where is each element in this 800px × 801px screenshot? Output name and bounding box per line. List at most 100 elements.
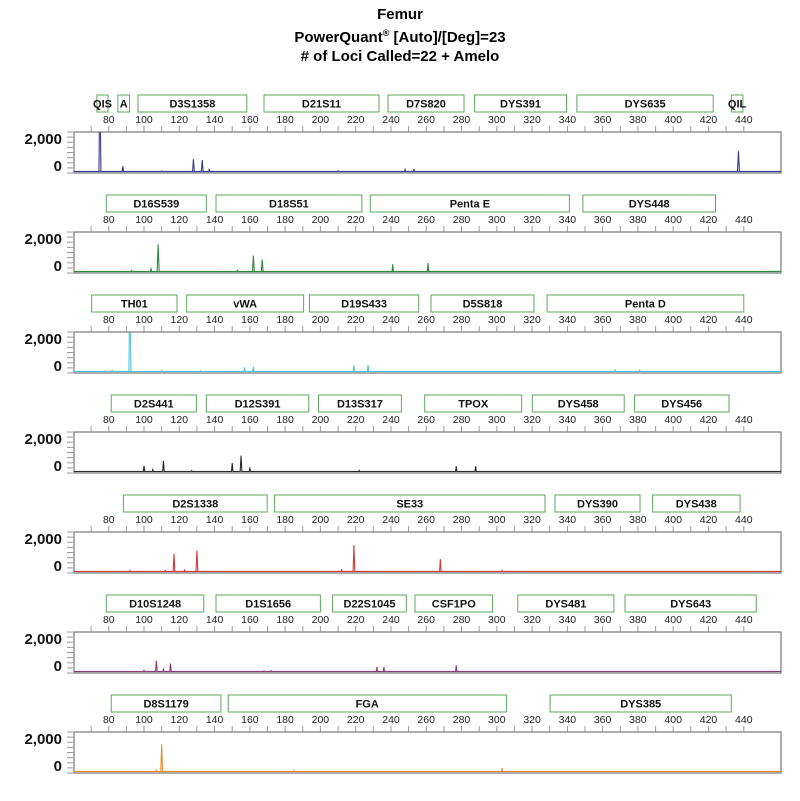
svg-text:100: 100	[135, 614, 153, 626]
svg-text:D2S441: D2S441	[134, 399, 174, 411]
svg-text:140: 140	[206, 214, 224, 226]
svg-text:140: 140	[206, 414, 224, 426]
svg-text:240: 240	[382, 214, 400, 226]
svg-text:200: 200	[312, 414, 330, 426]
svg-text:340: 340	[559, 314, 577, 326]
svg-text:2,000: 2,000	[24, 431, 62, 448]
svg-text:0: 0	[54, 758, 62, 775]
svg-text:240: 240	[382, 114, 400, 126]
svg-text:DYS448: DYS448	[629, 199, 670, 211]
svg-text:100: 100	[135, 114, 153, 126]
svg-text:300: 300	[488, 114, 506, 126]
svg-text:Penta E: Penta E	[450, 199, 490, 211]
svg-text:220: 220	[347, 314, 365, 326]
svg-text:320: 320	[523, 414, 541, 426]
svg-text:vWA: vWA	[233, 299, 257, 311]
svg-text:440: 440	[735, 314, 753, 326]
svg-text:160: 160	[241, 214, 259, 226]
svg-text:200: 200	[312, 514, 330, 526]
svg-text:200: 200	[312, 214, 330, 226]
svg-text:340: 340	[559, 114, 577, 126]
svg-text:320: 320	[523, 114, 541, 126]
svg-text:FGA: FGA	[356, 699, 379, 711]
svg-text:D12S391: D12S391	[235, 399, 281, 411]
svg-text:120: 120	[171, 214, 189, 226]
svg-text:100: 100	[135, 714, 153, 726]
svg-text:220: 220	[347, 414, 365, 426]
svg-text:120: 120	[171, 314, 189, 326]
svg-text:360: 360	[594, 114, 612, 126]
svg-text:180: 180	[276, 514, 294, 526]
svg-text:2,000: 2,000	[24, 331, 62, 348]
svg-text:D2S1338: D2S1338	[172, 499, 218, 511]
svg-text:260: 260	[417, 214, 435, 226]
svg-text:380: 380	[629, 314, 647, 326]
svg-text:100: 100	[135, 314, 153, 326]
svg-text:280: 280	[453, 514, 471, 526]
svg-text:0: 0	[54, 658, 62, 675]
svg-text:D7S820: D7S820	[406, 99, 446, 111]
svg-text:320: 320	[523, 614, 541, 626]
svg-text:180: 180	[276, 714, 294, 726]
svg-text:100: 100	[135, 414, 153, 426]
svg-text:220: 220	[347, 214, 365, 226]
svg-text:320: 320	[523, 314, 541, 326]
svg-text:D21S11: D21S11	[302, 99, 341, 111]
svg-text:260: 260	[417, 114, 435, 126]
svg-text:D5S818: D5S818	[463, 299, 503, 311]
svg-text:180: 180	[276, 614, 294, 626]
svg-text:2,000: 2,000	[24, 131, 62, 148]
svg-text:380: 380	[629, 514, 647, 526]
svg-text:DYS390: DYS390	[577, 499, 618, 511]
svg-text:360: 360	[594, 514, 612, 526]
svg-text:D8S1179: D8S1179	[143, 699, 188, 711]
svg-text:200: 200	[312, 614, 330, 626]
svg-text:180: 180	[276, 114, 294, 126]
svg-text:0: 0	[54, 358, 62, 375]
svg-text:120: 120	[171, 714, 189, 726]
svg-text:2,000: 2,000	[24, 631, 62, 648]
svg-text:340: 340	[559, 714, 577, 726]
svg-text:220: 220	[347, 114, 365, 126]
svg-text:420: 420	[700, 514, 718, 526]
svg-text:0: 0	[54, 458, 62, 475]
svg-text:300: 300	[488, 214, 506, 226]
svg-text:D19S433: D19S433	[341, 299, 387, 311]
svg-text:DYS385: DYS385	[620, 699, 661, 711]
svg-text:QIL: QIL	[728, 99, 747, 111]
svg-text:380: 380	[629, 614, 647, 626]
svg-text:280: 280	[453, 714, 471, 726]
svg-text:D18S51: D18S51	[269, 199, 309, 211]
svg-text:240: 240	[382, 314, 400, 326]
svg-text:TPOX: TPOX	[458, 399, 489, 411]
svg-text:2,000: 2,000	[24, 731, 62, 748]
svg-text:DYS458: DYS458	[558, 399, 599, 411]
svg-text:DYS635: DYS635	[625, 99, 666, 111]
svg-text:440: 440	[735, 114, 753, 126]
svg-text:80: 80	[103, 214, 115, 226]
svg-text:80: 80	[103, 414, 115, 426]
svg-text:2,000: 2,000	[24, 231, 62, 248]
svg-text:160: 160	[241, 314, 259, 326]
svg-text:80: 80	[103, 114, 115, 126]
svg-text:160: 160	[241, 414, 259, 426]
svg-text:0: 0	[54, 558, 62, 575]
svg-text:140: 140	[206, 714, 224, 726]
svg-text:420: 420	[700, 214, 718, 226]
svg-text:100: 100	[135, 214, 153, 226]
svg-text:420: 420	[700, 114, 718, 126]
svg-text:340: 340	[559, 414, 577, 426]
svg-text:120: 120	[171, 114, 189, 126]
svg-text:360: 360	[594, 314, 612, 326]
svg-text:120: 120	[171, 414, 189, 426]
svg-text:260: 260	[417, 614, 435, 626]
svg-text:440: 440	[735, 714, 753, 726]
svg-text:D16S539: D16S539	[133, 199, 179, 211]
svg-text:80: 80	[103, 614, 115, 626]
svg-text:220: 220	[347, 714, 365, 726]
svg-text:100: 100	[135, 514, 153, 526]
svg-text:260: 260	[417, 314, 435, 326]
svg-text:D3S1358: D3S1358	[169, 99, 215, 111]
svg-text:260: 260	[417, 414, 435, 426]
svg-text:DYS438: DYS438	[676, 499, 717, 511]
